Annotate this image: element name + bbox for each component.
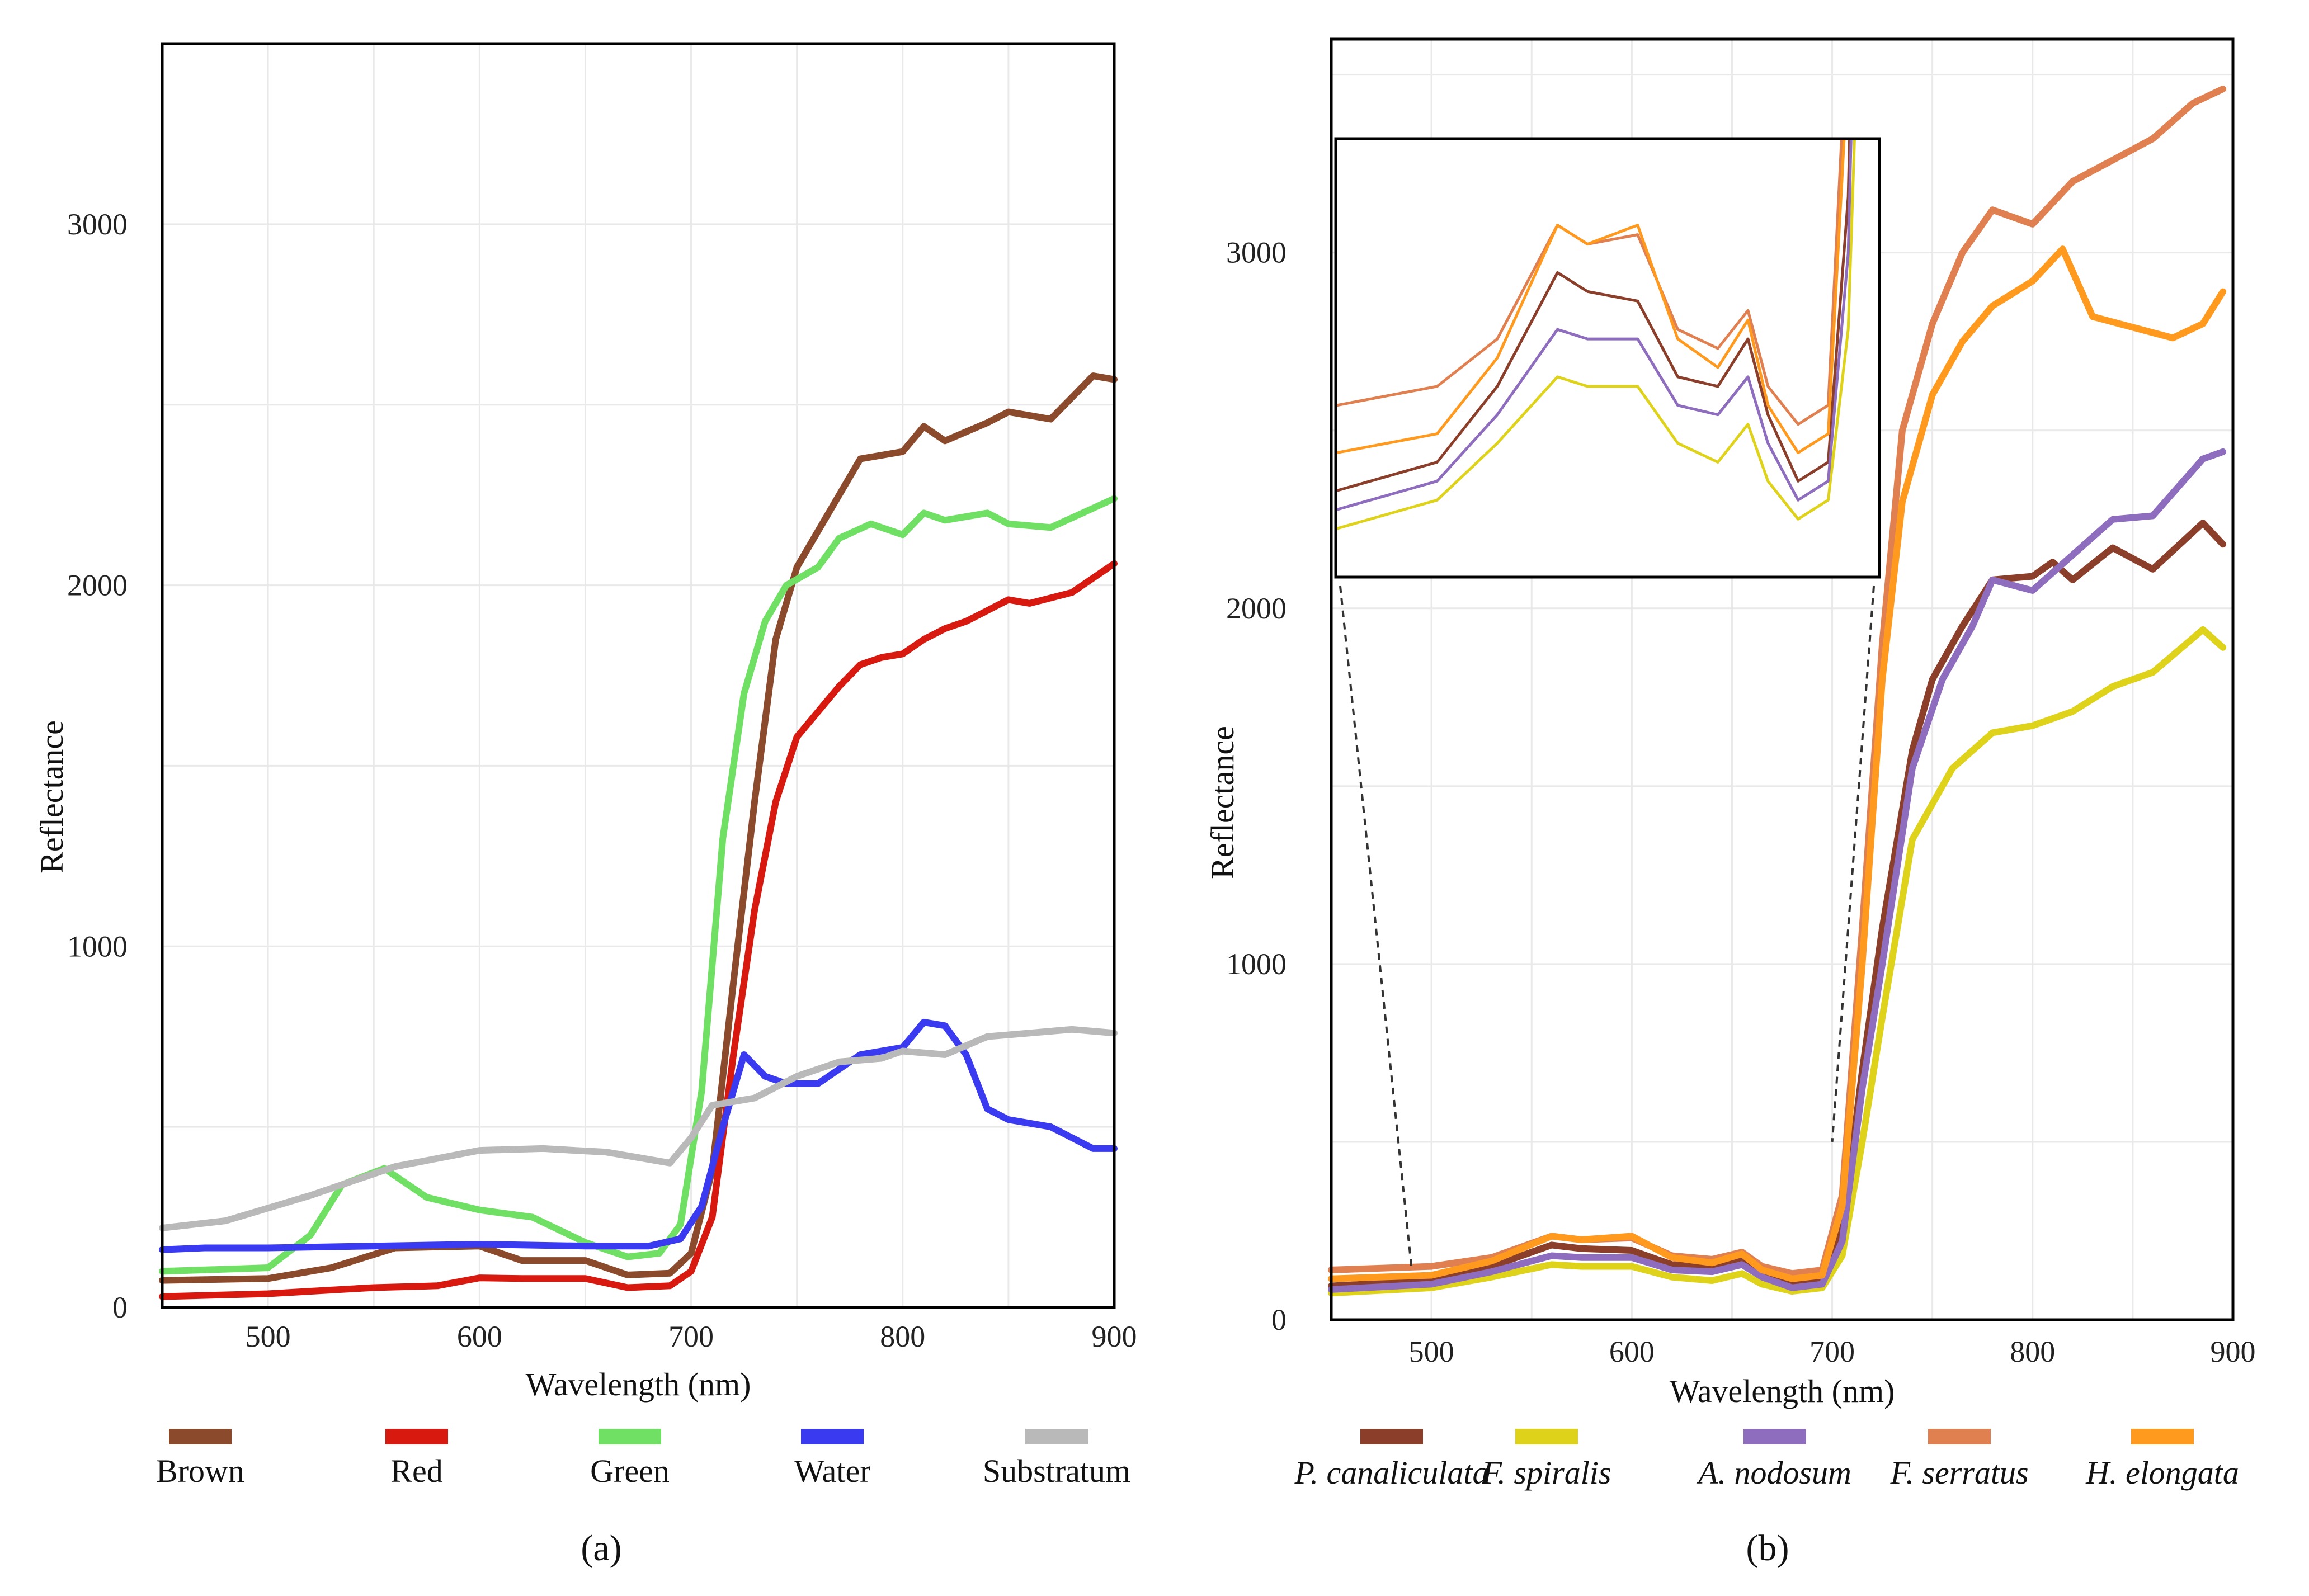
panel-a-series-group bbox=[159, 372, 1118, 1300]
panel-b-y-axis-label: Reflectance bbox=[1204, 726, 1241, 879]
inset-series-line bbox=[1337, 140, 1853, 511]
series-line-green bbox=[159, 495, 1118, 1275]
legend-label: H. elongata bbox=[2085, 1455, 2239, 1491]
legend-swatch bbox=[1743, 1429, 1806, 1444]
inset-series-line bbox=[1337, 140, 1856, 530]
legend-swatch bbox=[1928, 1429, 1991, 1444]
legend-label: P. canaliculata bbox=[1294, 1455, 1489, 1491]
legend-swatch bbox=[2131, 1429, 2194, 1444]
panel-b-x-ticks: 500 600 700 800 900 bbox=[1409, 1335, 2256, 1368]
panel-b-chart: 500 600 700 800 900 0 1000 2000 3000 Wavelength… bbox=[1204, 37, 2256, 1569]
panel-b-y-ticks: 0 1000 2000 3000 bbox=[1226, 236, 1287, 1337]
panel-b-series-group bbox=[1328, 86, 2227, 1297]
panel-b-x-axis-label: Wavelength (nm) bbox=[1670, 1373, 1895, 1409]
y-tick-label: 2000 bbox=[1226, 592, 1287, 625]
legend-label: A. nodosum bbox=[1696, 1455, 1851, 1491]
x-tick-label: 900 bbox=[2211, 1335, 2256, 1368]
legend-label: F. spiralis bbox=[1481, 1455, 1611, 1491]
x-tick-label: 700 bbox=[668, 1320, 714, 1353]
panel-a-y-ticks: 0 1000 2000 3000 bbox=[67, 207, 128, 1324]
y-tick-label: 0 bbox=[1271, 1303, 1287, 1337]
x-tick-label: 500 bbox=[246, 1320, 291, 1353]
series-line-substratum bbox=[159, 1026, 1118, 1231]
y-tick-label: 0 bbox=[112, 1291, 128, 1324]
y-tick-label: 3000 bbox=[67, 207, 128, 241]
x-tick-label: 800 bbox=[880, 1320, 925, 1353]
panel-b-plot-frame bbox=[1330, 37, 2235, 1321]
panel-a-x-ticks: 500 600 700 800 900 bbox=[246, 1320, 1137, 1353]
series-line-h-elongata bbox=[1328, 245, 2227, 1282]
panel-b-caption-label: (b) bbox=[1746, 1528, 1789, 1569]
series-line-red bbox=[159, 560, 1118, 1300]
legend-label: Green bbox=[590, 1453, 670, 1489]
y-tick-label: 1000 bbox=[1226, 947, 1287, 981]
y-tick-label: 2000 bbox=[67, 569, 128, 602]
panel-b-inset-zoom bbox=[1334, 137, 1881, 1267]
series-line-a-nodosum bbox=[1328, 448, 2227, 1293]
panel-a-chart: 500 600 700 800 900 0 1000 2000 3000 Wavelength… bbox=[34, 42, 1137, 1569]
series-line-brown bbox=[159, 372, 1118, 1284]
panel-a-legend: Brown Red Green Water Substratum bbox=[156, 1429, 1130, 1489]
legend-label: Substratum bbox=[983, 1453, 1130, 1489]
inset-connector-left bbox=[1339, 585, 1413, 1267]
legend-swatch bbox=[1515, 1429, 1578, 1444]
series-line-water bbox=[159, 1018, 1118, 1253]
inset-series-line bbox=[1337, 140, 1843, 426]
x-tick-label: 900 bbox=[1092, 1320, 1137, 1353]
legend-swatch bbox=[599, 1429, 661, 1444]
inset-series-line bbox=[1337, 140, 1851, 492]
legend-swatch bbox=[169, 1429, 232, 1444]
inset-series-line bbox=[1337, 140, 1846, 455]
legend-swatch bbox=[1360, 1429, 1423, 1444]
legend-label: Brown bbox=[156, 1453, 244, 1489]
x-tick-label: 600 bbox=[457, 1320, 502, 1353]
y-tick-label: 1000 bbox=[67, 929, 128, 963]
panel-a-plot-frame bbox=[161, 42, 1116, 1309]
x-tick-label: 500 bbox=[1409, 1335, 1454, 1368]
legend-label: Water bbox=[794, 1453, 870, 1489]
panel-a-x-axis-label: Wavelength (nm) bbox=[526, 1366, 751, 1403]
legend-label: Red bbox=[390, 1453, 442, 1489]
legend-swatch bbox=[1025, 1429, 1088, 1444]
panel-a-grid bbox=[162, 44, 1114, 1307]
legend-label: F. serratus bbox=[1889, 1455, 2028, 1491]
panel-a-caption-label: (a) bbox=[581, 1528, 621, 1569]
x-tick-label: 700 bbox=[1809, 1335, 1855, 1368]
series-line-f-spiralis bbox=[1328, 626, 2227, 1297]
x-tick-label: 600 bbox=[1609, 1335, 1655, 1368]
panel-a-y-axis-label: Reflectance bbox=[34, 720, 70, 873]
legend-swatch bbox=[801, 1429, 864, 1444]
x-tick-label: 800 bbox=[2010, 1335, 2055, 1368]
series-line-p-canaliculata bbox=[1328, 520, 2227, 1290]
legend-swatch bbox=[385, 1429, 448, 1444]
inset-frame bbox=[1334, 137, 1881, 579]
inset-series-group bbox=[1337, 140, 1856, 530]
y-tick-label: 3000 bbox=[1226, 236, 1287, 270]
